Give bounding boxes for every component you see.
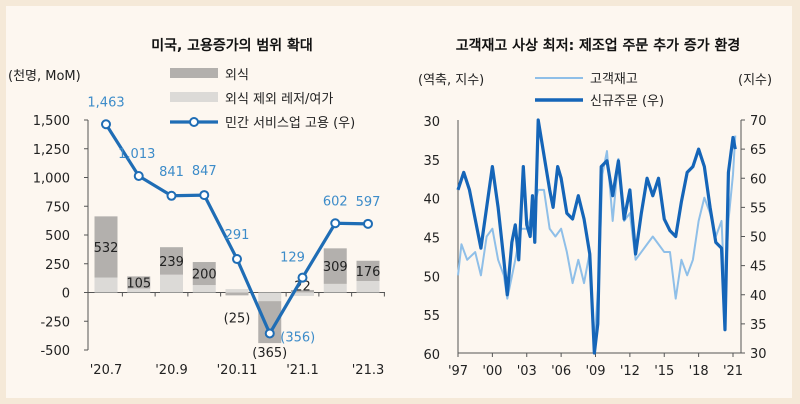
- bar-dining: [127, 276, 151, 289]
- right-y-tick-label: 35: [750, 318, 767, 333]
- x-tick-label: '06: [551, 364, 571, 379]
- line-data-label: 1,463: [87, 95, 124, 110]
- legend-label-inventories: 고객재고: [590, 72, 638, 87]
- bar-leisure: [291, 292, 314, 296]
- x-tick-label: '00: [482, 364, 502, 379]
- bar-dining: [192, 262, 216, 286]
- right-y-tick-label: 70: [750, 114, 767, 129]
- bar-leisure: [127, 288, 151, 293]
- line-marker: [363, 218, 373, 229]
- line-marker: [232, 254, 242, 265]
- bar-leisure: [94, 277, 118, 293]
- x-tick-label: '97: [448, 364, 468, 379]
- y-tick-label: -500: [40, 344, 70, 359]
- right-y-tick-label: 60: [750, 172, 767, 187]
- bar-data-label: (25): [224, 312, 251, 327]
- x-tick-label: '15: [654, 364, 674, 379]
- left-chart-title: 미국, 고용증가의 범위 확대: [151, 37, 313, 54]
- legend-label-dining: 외식: [225, 68, 249, 83]
- y-tick-label: 750: [45, 200, 70, 215]
- y-tick-label: 1,500: [33, 114, 70, 129]
- x-tick-label: '21.3: [352, 363, 385, 378]
- right-y-tick-label: 50: [750, 231, 767, 246]
- line-data-label: 597: [356, 195, 381, 210]
- legend-label-new-orders: 신규주문 (우): [590, 94, 664, 109]
- legend-marker-services: [189, 117, 199, 127]
- x-tick-label: '20.9: [155, 363, 188, 378]
- bar-dining: [94, 216, 118, 278]
- right-right-axis-label: (지수): [738, 73, 772, 88]
- line-data-label: 129: [280, 251, 305, 266]
- bar-dining: [160, 247, 183, 275]
- line-marker: [101, 119, 111, 130]
- bar-dining: [225, 292, 249, 296]
- left-y-tick-label: 45: [423, 232, 440, 247]
- line-data-label: 1,013: [118, 147, 155, 162]
- left-y-tick-label: 60: [423, 348, 440, 363]
- bar-data-label: 532: [94, 241, 119, 256]
- right-y-tick-label: 55: [750, 201, 767, 216]
- line-marker: [330, 218, 341, 229]
- left-y-tick-label: 55: [423, 309, 440, 324]
- line-data-label: (356): [280, 330, 315, 345]
- left-y-axis-label: (천명, MoM): [8, 69, 81, 84]
- x-tick-label: '20.11: [217, 363, 258, 378]
- y-tick-label: 500: [45, 229, 70, 244]
- y-tick-label: -250: [40, 315, 70, 330]
- line-marker: [199, 190, 210, 201]
- bar-leisure: [160, 274, 183, 293]
- x-tick-label: '20.7: [90, 363, 123, 378]
- bar-data-label: (365): [252, 346, 287, 361]
- line-marker: [264, 328, 275, 339]
- line-data-label: 291: [225, 228, 250, 243]
- x-tick-label: '03: [517, 364, 537, 379]
- bar-leisure: [356, 281, 380, 293]
- y-tick-label: 1,000: [33, 172, 70, 187]
- x-tick-label: '18: [689, 364, 709, 379]
- left-y-tick-label: 40: [423, 193, 440, 208]
- y-tick-label: 250: [45, 258, 70, 273]
- y-tick-label: 1,250: [33, 143, 70, 158]
- bar-leisure: [258, 292, 282, 302]
- legend-label-leisure: 외식 제외 레저/여가: [225, 92, 333, 107]
- x-tick-label: '12: [620, 364, 640, 379]
- bar-leisure: [323, 283, 347, 293]
- new-orders-line: [456, 118, 737, 355]
- left-y-tick-label: 35: [423, 154, 440, 169]
- line-data-label: 602: [323, 194, 348, 209]
- line-marker: [133, 171, 144, 182]
- right-chart-title: 고객재고 사상 최저: 제조업 주문 추가 증가 환경: [456, 37, 740, 54]
- x-tick-label: '09: [585, 364, 605, 379]
- line-data-label: 847: [192, 164, 217, 179]
- y-tick-label: 0: [62, 287, 70, 302]
- bar-dining: [323, 248, 347, 284]
- bar-dining: [258, 301, 282, 344]
- x-tick-label: '21: [723, 364, 743, 379]
- bar-data-label: 309: [323, 260, 348, 275]
- legend-label-services: 민간 서비스업 고용 (우): [225, 116, 355, 131]
- bar-data-label: 200: [192, 268, 217, 283]
- right-y-tick-label: 45: [750, 260, 767, 275]
- bar-data-label: 105: [126, 276, 151, 291]
- legend-swatch-leisure: [170, 92, 218, 102]
- bar-data-label: 239: [159, 255, 184, 270]
- legend-swatch-dining: [170, 68, 218, 78]
- right-left-axis-label: (역축, 지수): [418, 73, 484, 88]
- left-y-tick-label: 50: [423, 270, 440, 285]
- bar-dining: [356, 260, 380, 281]
- right-y-tick-label: 40: [750, 289, 767, 304]
- left-y-tick-label: 30: [423, 115, 440, 130]
- bar-data-label: 176: [356, 265, 381, 280]
- right-y-tick-label: 30: [750, 347, 767, 362]
- line-data-label: 841: [159, 165, 184, 180]
- bar-leisure: [192, 285, 216, 293]
- bar-leisure: [225, 289, 249, 293]
- right-y-tick-label: 65: [750, 143, 767, 158]
- x-tick-label: '21.1: [286, 363, 319, 378]
- line-marker: [166, 190, 177, 201]
- line-marker: [297, 272, 308, 283]
- bar-dining: [291, 289, 314, 293]
